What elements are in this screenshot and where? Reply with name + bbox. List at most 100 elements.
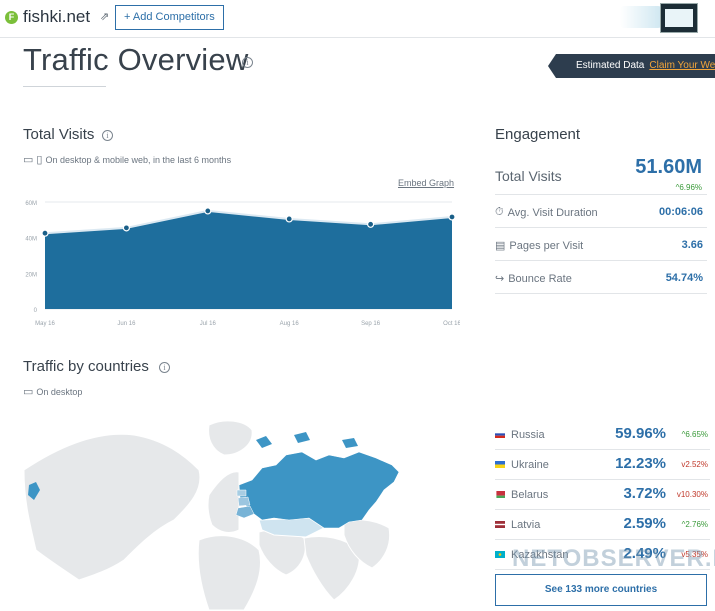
chart-y-tick-label: 40M: [25, 237, 37, 243]
countries-subtitle-row: ▭ On desktop: [23, 385, 82, 398]
desktop-icon: ▭: [23, 154, 34, 166]
map-land-africa: [197, 535, 262, 610]
engagement-row: ↪ Bounce Rate 54.74%: [495, 261, 707, 294]
map-land-greenland: [208, 420, 253, 456]
countries-info-icon[interactable]: i: [159, 362, 170, 373]
country-name: Latvia: [511, 519, 541, 531]
header-decoration: [620, 6, 662, 28]
chart-point: [448, 213, 456, 221]
country-row[interactable]: Ukraine 12.23% v2.52%: [495, 450, 710, 480]
add-competitors-button[interactable]: + Add Competitors: [115, 5, 224, 30]
chart-y-tick-label: 20M: [25, 272, 37, 278]
avg-visit-duration-value: 00:06:06: [658, 206, 703, 218]
estimated-data-label: Estimated Data: [576, 60, 645, 71]
thumbnail-preview: [665, 9, 693, 27]
total-visits-subtitle-row: ▭ ▯ On desktop & mobile web, in the last…: [23, 153, 231, 166]
country-name: Russia: [511, 429, 545, 441]
desktop-icon: ▭: [23, 386, 34, 398]
map-land-south-asia: [303, 536, 360, 601]
country-row[interactable]: Russia 59.96% ^6.65%: [495, 420, 710, 450]
map-land-europe: [207, 471, 240, 533]
country-share: 12.23%: [615, 455, 666, 472]
avg-visit-duration-label: Avg. Visit Duration: [507, 206, 598, 219]
engagement-row: ⏱ Avg. Visit Duration 00:06:06: [495, 195, 707, 228]
country-change: v10.30%: [676, 490, 708, 499]
total-visits-subtitle: On desktop & mobile web, in the last 6 m…: [45, 154, 232, 165]
countries-subtitle: On desktop: [36, 386, 83, 397]
clock-icon: ⏱: [495, 206, 504, 218]
flag-ukraine-icon: [495, 461, 505, 468]
chart-point: [367, 220, 375, 228]
mobile-icon: ▯: [36, 154, 43, 166]
watermark: NETOBSERVER.RU: [512, 545, 715, 572]
country-name: Ukraine: [511, 459, 549, 471]
engagement-row-label: ▤ Pages per Visit: [495, 239, 583, 253]
chart-x-tick-label: Jul 16: [200, 321, 217, 327]
map-island-arctic: [342, 438, 358, 448]
embed-graph-link[interactable]: Embed Graph: [398, 178, 455, 188]
chart-point: [204, 207, 212, 215]
pages-per-visit-value: 3.66: [681, 239, 703, 251]
map-land-north-america: [24, 433, 201, 581]
external-link-icon[interactable]: ⇗: [100, 11, 110, 23]
chart-x-tick-label: May 16: [35, 321, 55, 327]
info-icon[interactable]: i: [242, 57, 253, 68]
map-country-belarus: [237, 496, 251, 507]
map-land-alaska-highlight: [28, 482, 40, 500]
map-country-latvia: [236, 489, 247, 497]
total-visits-chart: 0 20M 40M 60M May 16 Jun 16 Jul 16 Aug 16 Sep 16…: [25, 201, 460, 327]
country-row[interactable]: Belarus 3.72% v10.30%: [495, 480, 710, 510]
world-map[interactable]: [24, 410, 464, 610]
map-country-ukraine: [235, 505, 255, 519]
flag-russia-icon: [495, 431, 505, 438]
map-island-arctic: [294, 432, 310, 443]
see-more-countries-button[interactable]: See 133 more countries: [495, 574, 707, 606]
country-share: 59.96%: [615, 425, 666, 442]
engagement-total-visits: Total Visits 51.60M ^6.96%: [495, 153, 707, 195]
engagement-row-label: ⏱ Avg. Visit Duration: [495, 206, 598, 219]
country-row[interactable]: Latvia 2.59% ^2.76%: [495, 510, 710, 540]
engagement-total-visits-label: Total Visits: [495, 168, 562, 184]
title-divider: [23, 86, 106, 87]
chart-x-tick-label: Oct 16: [443, 321, 460, 327]
country-share: 2.59%: [623, 515, 666, 532]
country-change: v5.35%: [681, 550, 708, 559]
chart-y-tick-label: 60M: [25, 201, 37, 207]
bounce-rate-label: Bounce Rate: [508, 272, 572, 285]
chart-series-line: [44, 209, 453, 235]
estimated-data-banner: Estimated Data Claim Your Webs: [548, 54, 715, 78]
map-land-east-asia: [343, 519, 391, 569]
country-change: ^2.76%: [681, 520, 708, 529]
country-change: v2.52%: [681, 460, 708, 469]
map-island-arctic: [256, 436, 272, 448]
total-visits-title: Total Visits: [23, 126, 95, 143]
engagement-row-label: ↪ Bounce Rate: [495, 272, 572, 286]
page-title: Traffic Overview: [23, 42, 249, 77]
country-name: Belarus: [511, 489, 549, 501]
country-share: 2.49%: [623, 545, 666, 562]
country-name: Kazakhstan: [511, 549, 569, 561]
map-country-russia: [238, 451, 400, 529]
flag-kazakhstan-icon: [495, 551, 505, 558]
flag-latvia-icon: [495, 521, 505, 528]
total-visits-info-icon[interactable]: i: [102, 130, 113, 141]
chart-point: [41, 229, 49, 237]
chart-point: [285, 215, 293, 223]
country-change: ^6.65%: [681, 430, 708, 439]
chart-x-tick-label: Aug 16: [280, 321, 300, 327]
chart-y-tick-label: 0: [34, 308, 38, 314]
site-thumbnail[interactable]: [660, 3, 698, 33]
bounce-icon: ↪: [495, 273, 505, 285]
bounce-rate-value: 54.74%: [665, 272, 703, 284]
chart-point: [122, 224, 131, 232]
country-row[interactable]: Kazakhstan 2.49% v5.35%: [495, 540, 710, 570]
chart-x-tick-label: Jun 16: [117, 321, 136, 327]
chart-area: [45, 210, 452, 309]
engagement-title: Engagement: [495, 126, 581, 143]
countries-title: Traffic by countries: [23, 358, 149, 375]
chart-x-tick-label: Sep 16: [361, 321, 381, 327]
flag-belarus-icon: [495, 491, 505, 498]
site-name[interactable]: fishki.net: [23, 7, 91, 26]
claim-website-link[interactable]: Claim Your Webs: [649, 60, 715, 71]
site-favicon-icon: F: [5, 11, 18, 24]
